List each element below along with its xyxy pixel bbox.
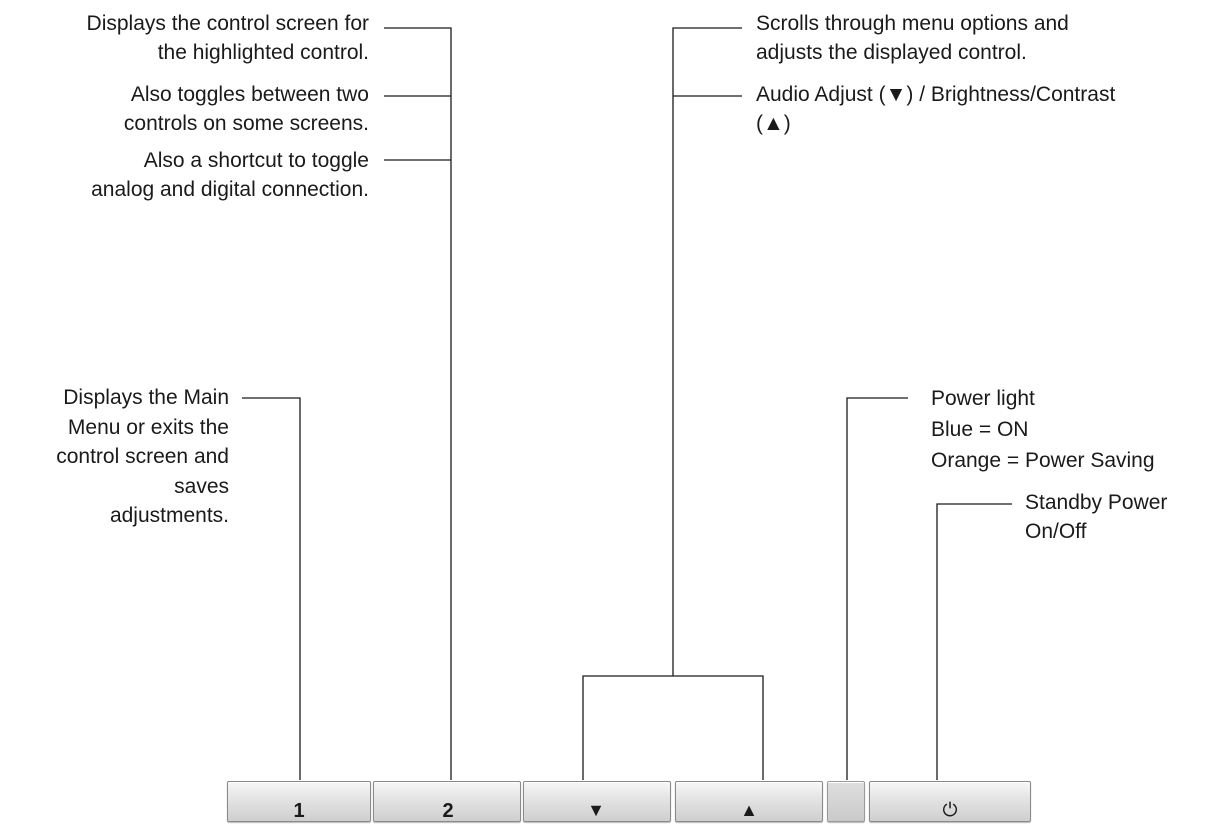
callout-power-light: Power light Blue = ON Orange = Power Sav…: [931, 387, 1155, 472]
callout-button2-control-screen: Displays the control screen for the high…: [86, 12, 369, 64]
button-standby-power[interactable]: [869, 781, 1031, 822]
callout-button2-shortcut: Also a shortcut to toggle analog and dig…: [91, 149, 369, 201]
button-up[interactable]: [675, 781, 823, 822]
leader-standby: [936, 503, 1012, 780]
leader-arrows-bracket: [582, 675, 764, 780]
label-button-2: 2: [442, 800, 454, 822]
callout-arrows-audio: Audio Adjust (▼) / Brightness/Contrast (…: [756, 83, 1116, 135]
button-2[interactable]: [373, 781, 521, 822]
callout-arrows-scroll: Scrolls through menu options and adjusts…: [756, 12, 1069, 64]
leader-button2: [384, 27, 452, 780]
callout-button1-main-menu: Displays the Main Menu or exits the cont…: [56, 386, 229, 527]
leader-arrows: [672, 27, 742, 676]
callout-button2-toggle: Also toggles between two controls on som…: [123, 83, 369, 135]
leader-button1: [242, 397, 301, 780]
leader-power-light: [846, 397, 908, 780]
power-icon: ⏻: [942, 799, 958, 821]
button-1[interactable]: [227, 781, 371, 822]
label-button-up: ▲: [740, 800, 758, 820]
power-light-indicator: [827, 781, 865, 822]
label-button-1: 1: [293, 800, 305, 822]
callout-standby-power: Standby Power On/Off: [1025, 491, 1168, 543]
label-button-down: ▼: [587, 800, 605, 820]
button-down[interactable]: [523, 781, 671, 822]
